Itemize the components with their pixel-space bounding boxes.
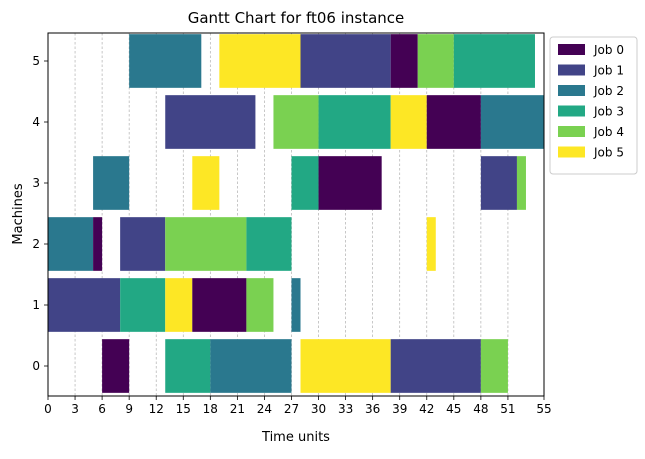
x-tick-label: 55	[536, 402, 551, 416]
legend: Job 0 Job 1 Job 2 Job 3 Job 4 Job 5	[549, 36, 638, 175]
legend-swatch	[558, 146, 585, 158]
task-bar	[120, 278, 166, 332]
x-tick-label: 21	[230, 402, 245, 416]
y-axis-label: Machines	[11, 183, 26, 244]
task-bar	[165, 95, 256, 149]
x-tick-label: 6	[98, 402, 106, 416]
y-tick-label: 5	[32, 54, 40, 68]
legend-swatch	[558, 126, 585, 137]
task-bar	[246, 278, 274, 332]
task-bar	[273, 95, 319, 149]
legend-swatch	[558, 85, 585, 96]
x-tick-label: 39	[392, 402, 407, 416]
task-bar	[219, 34, 301, 88]
legend-label: Job 4	[593, 125, 624, 139]
x-tick-label: 18	[203, 402, 218, 416]
task-bar	[300, 339, 391, 393]
plot-frame	[47, 32, 545, 397]
task-bar	[318, 156, 382, 210]
x-tick-label: 33	[338, 402, 353, 416]
task-bar	[291, 278, 301, 332]
task-bar	[426, 217, 436, 271]
task-bar	[300, 34, 391, 88]
legend-swatch	[558, 105, 585, 117]
task-bar	[318, 95, 391, 149]
legend-label: Job 0	[593, 43, 624, 57]
task-bar	[246, 217, 292, 271]
x-tick-label: 42	[419, 402, 434, 416]
legend-label: Job 5	[593, 146, 624, 160]
task-bar	[48, 217, 94, 271]
task-bar	[165, 217, 247, 271]
x-tick-label: 3	[71, 402, 79, 416]
x-axis-label: Time units	[261, 430, 330, 445]
x-tick-label: 27	[284, 402, 299, 416]
x-tick-label: 24	[257, 402, 272, 416]
task-bar	[93, 156, 130, 210]
x-tick-label: 15	[176, 402, 191, 416]
legend-swatch	[558, 44, 585, 55]
grid-lines	[47, 33, 545, 396]
task-bar	[165, 339, 211, 393]
task-bar	[453, 34, 535, 88]
chart-title: Gantt Chart for ft06 instance	[188, 9, 405, 27]
x-tick-label: 51	[500, 402, 515, 416]
x-tick-label: 30	[311, 402, 326, 416]
task-bar	[291, 156, 319, 210]
y-tick-label: 3	[32, 176, 40, 190]
legend-label: Job 2	[593, 84, 624, 98]
task-bar	[516, 156, 526, 210]
x-tick-label: 45	[446, 402, 461, 416]
task-bar	[192, 156, 220, 210]
task-bar	[165, 278, 193, 332]
task-bar	[390, 95, 427, 149]
legend-label: Job 3	[593, 105, 624, 119]
task-bar	[390, 339, 481, 393]
x-tick-label: 12	[149, 402, 164, 416]
task-bars	[48, 34, 544, 393]
legend-label: Job 1	[593, 64, 624, 78]
task-bar	[48, 278, 121, 332]
y-tick-label: 1	[32, 298, 40, 312]
x-tick-label: 36	[365, 402, 380, 416]
task-bar	[426, 95, 481, 149]
x-tick-label: 9	[125, 402, 133, 416]
y-tick-label: 0	[32, 359, 40, 373]
task-bar	[480, 156, 517, 210]
task-bar	[93, 217, 103, 271]
y-tick-label: 2	[32, 237, 40, 251]
x-axis: 0 3 6 9 12 15 18 21 24 27 30 33 36 39 42 45 48 51 55	[44, 396, 552, 416]
task-bar	[417, 34, 454, 88]
y-tick-label: 4	[32, 115, 40, 129]
x-tick-label: 48	[473, 402, 488, 416]
y-axis: 0 1 2 3 4 5	[32, 54, 48, 373]
task-bar	[480, 95, 544, 149]
task-bar	[390, 34, 418, 88]
task-bar	[480, 339, 508, 393]
task-bar	[210, 339, 292, 393]
task-bar	[102, 339, 130, 393]
task-bar	[120, 217, 166, 271]
task-bar	[129, 34, 202, 88]
x-tick-label: 0	[44, 402, 52, 416]
task-bar	[192, 278, 247, 332]
legend-swatch	[558, 64, 585, 76]
